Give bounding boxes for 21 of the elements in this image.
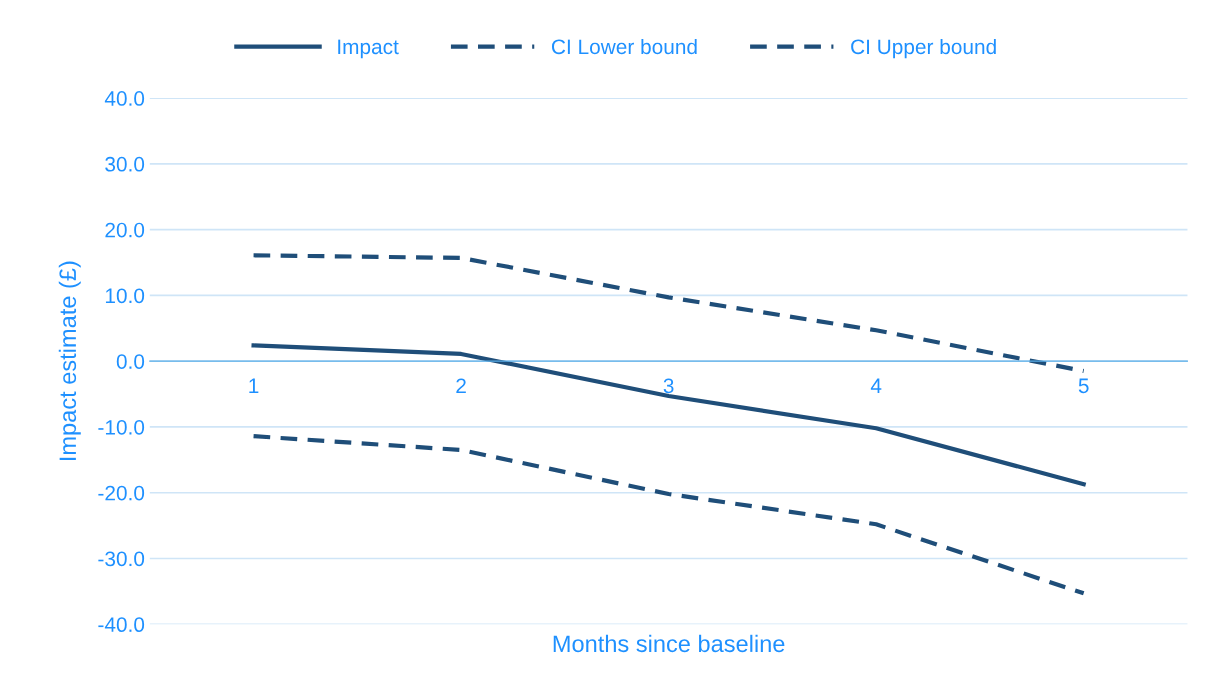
x-tick-label: 3 — [663, 378, 674, 394]
legend-label: CI Upper bound — [851, 38, 996, 59]
y-tick-label: 10.0 — [105, 288, 145, 304]
legend-label: Impact — [338, 39, 399, 59]
x-tick-label: 2 — [456, 378, 466, 393]
y-tick-label: -20.0 — [98, 485, 145, 501]
y-tick-label: -10.0 — [98, 419, 145, 435]
line-series — [251, 253, 1086, 374]
y-tick-label: -40.0 — [98, 617, 145, 633]
x-tick-label: 5 — [1078, 378, 1089, 394]
x-axis-title: Months since baseline — [553, 634, 785, 653]
y-tick-label: -30.0 — [98, 551, 145, 567]
y-tick-label: 20.0 — [105, 222, 145, 238]
y-tick-label: 40.0 — [104, 91, 145, 106]
x-tick-label: 1 — [249, 378, 259, 393]
x-tick-label: 4 — [870, 378, 882, 393]
legend-label: CI Lower bound — [551, 38, 697, 55]
y-axis-title: Impact estimate (£) — [58, 261, 81, 461]
y-tick-label: 30.0 — [105, 156, 145, 172]
y-tick-label: 0.0 — [116, 354, 145, 369]
line-series — [251, 434, 1086, 596]
